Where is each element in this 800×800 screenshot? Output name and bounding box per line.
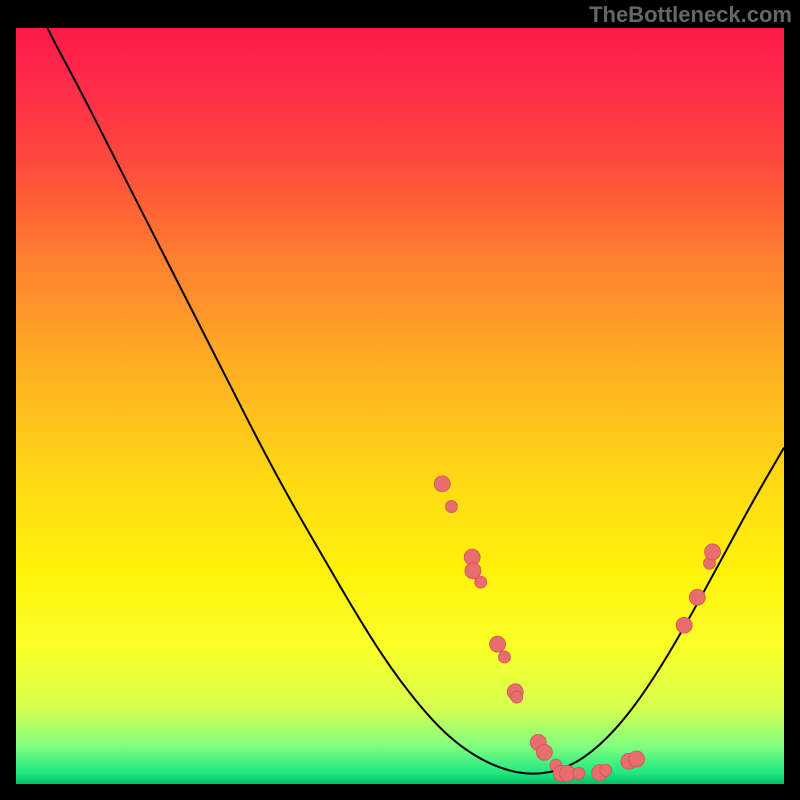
curve-marker: [705, 544, 721, 560]
curve-marker: [689, 589, 705, 605]
bottleneck-curve: [16, 28, 784, 774]
curve-marker: [445, 501, 457, 513]
curve-marker: [434, 476, 450, 492]
curve-layer: [16, 28, 784, 784]
curve-marker: [511, 691, 523, 703]
curve-marker: [676, 617, 692, 633]
curve-marker: [536, 744, 552, 760]
curve-marker: [490, 636, 506, 652]
curve-marker: [498, 651, 510, 663]
curve-marker: [629, 751, 645, 767]
watermark-text: TheBottleneck.com: [589, 2, 792, 28]
curve-marker: [475, 576, 487, 588]
curve-marker: [600, 764, 612, 776]
curve-markers: [434, 476, 720, 782]
curve-marker: [573, 767, 585, 779]
chart-container: [16, 28, 784, 784]
